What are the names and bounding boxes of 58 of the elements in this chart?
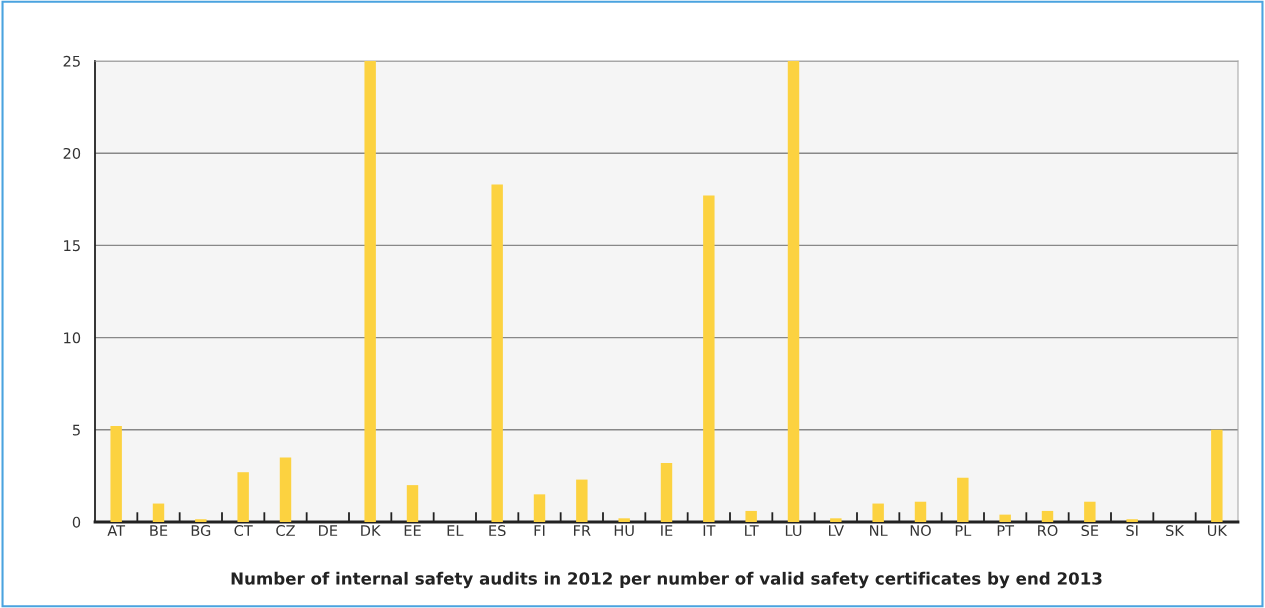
- bar: [660, 462, 673, 522]
- bar: [957, 477, 969, 522]
- x-tick-label: SK: [1166, 525, 1185, 537]
- x-tick-label: IE: [661, 525, 673, 536]
- x-tick-label: DK: [361, 525, 381, 536]
- bar: [152, 503, 165, 522]
- x-tick-label: LT: [745, 525, 759, 536]
- y-tick-label: 15: [64, 240, 80, 252]
- bar: [491, 184, 503, 522]
- x-tick-label: EE: [404, 525, 421, 536]
- bar: [279, 457, 292, 522]
- x-tick-label: FI: [534, 525, 545, 536]
- x-tick-label: CT: [234, 525, 253, 537]
- bar: [533, 494, 546, 522]
- x-tick-label: LV: [829, 525, 844, 536]
- x-tick-label: CZ: [276, 525, 295, 537]
- bar: [830, 518, 842, 522]
- bar: [1126, 519, 1138, 522]
- bar: [745, 510, 757, 522]
- bar: [406, 485, 419, 522]
- x-tick-label: NO: [910, 525, 931, 537]
- x-tick-label: NL: [870, 525, 888, 536]
- y-tick-label: 5: [72, 424, 80, 436]
- x-tick-label: DE: [319, 525, 338, 536]
- bar: [110, 426, 122, 522]
- bar: [195, 519, 207, 522]
- x-tick-label: EL: [447, 525, 464, 536]
- bar: [914, 501, 927, 522]
- x-tick-label: PL: [955, 525, 972, 536]
- bar: [999, 514, 1011, 522]
- x-tick-label: PT: [997, 525, 1015, 536]
- bar: [237, 472, 249, 522]
- y-tick-label: 10: [64, 332, 81, 344]
- bar: [1211, 429, 1223, 522]
- text: Number of internal safety audits in 2012 per number of valid safety certificates by end 2013: [231, 571, 1102, 589]
- x-tick-label: IT: [703, 525, 716, 536]
- bar: [1041, 510, 1054, 522]
- bar: [703, 195, 715, 522]
- bar: [364, 61, 376, 522]
- x-tick-label: FR: [574, 525, 591, 536]
- x-tick-label: UK: [1207, 525, 1228, 537]
- x-tick-label: RO: [1038, 525, 1058, 537]
- x-tick-label: SE: [1081, 525, 1099, 537]
- bar: [787, 61, 800, 522]
- x-tick-label: HU: [614, 525, 634, 537]
- bar: [1084, 501, 1096, 522]
- y-tick-label: 0: [72, 516, 81, 528]
- x-tick-label: ES: [489, 525, 506, 537]
- x-tick-label: BG: [191, 525, 211, 537]
- y-tick-label: 20: [63, 147, 81, 159]
- x-tick-label: LU: [785, 525, 802, 537]
- x-tick-label: BE: [150, 525, 168, 536]
- y-tick-label: 25: [63, 55, 80, 67]
- bar: [618, 518, 630, 522]
- x-tick-label: SI: [1126, 525, 1138, 537]
- bar: [872, 503, 884, 522]
- x-tick-label: AT: [107, 525, 126, 536]
- bar: [576, 479, 588, 522]
